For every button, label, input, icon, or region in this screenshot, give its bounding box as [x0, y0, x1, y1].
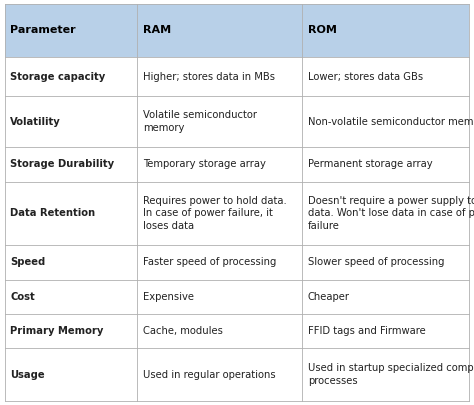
Bar	[302, 57, 469, 96]
Text: Usage: Usage	[10, 370, 45, 379]
Text: Parameter: Parameter	[10, 26, 76, 35]
Bar	[5, 314, 137, 348]
Bar	[137, 96, 302, 147]
Bar	[137, 245, 302, 279]
Bar	[137, 314, 302, 348]
Text: Primary Memory: Primary Memory	[10, 326, 104, 336]
Bar	[5, 348, 137, 401]
Bar	[5, 4, 137, 57]
Bar	[137, 182, 302, 245]
Bar	[5, 96, 137, 147]
Text: Requires power to hold data.
In case of power failure, it
loses data: Requires power to hold data. In case of …	[143, 196, 287, 231]
Text: Volatile semiconductor
memory: Volatile semiconductor memory	[143, 111, 257, 133]
Text: Cost: Cost	[10, 292, 35, 302]
Text: Faster speed of processing: Faster speed of processing	[143, 257, 276, 267]
Text: FFID tags and Firmware: FFID tags and Firmware	[308, 326, 426, 336]
Text: Slower speed of processing: Slower speed of processing	[308, 257, 444, 267]
Text: Cache, modules: Cache, modules	[143, 326, 223, 336]
Bar	[5, 279, 137, 314]
Text: Permanent storage array: Permanent storage array	[308, 160, 432, 169]
Text: Speed: Speed	[10, 257, 46, 267]
Bar	[137, 279, 302, 314]
Text: Volatility: Volatility	[10, 117, 61, 127]
Bar	[302, 314, 469, 348]
Text: Cheaper: Cheaper	[308, 292, 350, 302]
Bar	[137, 4, 302, 57]
Bar	[302, 4, 469, 57]
Bar	[137, 57, 302, 96]
Bar	[302, 182, 469, 245]
Text: Temporary storage array: Temporary storage array	[143, 160, 266, 169]
Bar	[302, 348, 469, 401]
Text: Used in regular operations: Used in regular operations	[143, 370, 275, 379]
Text: ROM: ROM	[308, 26, 337, 35]
Text: Storage Durability: Storage Durability	[10, 160, 115, 169]
Text: Doesn't require a power supply to retain
data. Won't lose data in case of power
: Doesn't require a power supply to retain…	[308, 196, 474, 231]
Text: Non-volatile semiconductor memory: Non-volatile semiconductor memory	[308, 117, 474, 127]
Text: Lower; stores data GBs: Lower; stores data GBs	[308, 72, 423, 81]
Bar	[137, 348, 302, 401]
Bar	[5, 147, 137, 182]
Text: Data Retention: Data Retention	[10, 209, 96, 218]
Bar	[302, 279, 469, 314]
Text: Storage capacity: Storage capacity	[10, 72, 106, 81]
Bar	[302, 245, 469, 279]
Bar	[137, 147, 302, 182]
Text: RAM: RAM	[143, 26, 171, 35]
Bar	[302, 147, 469, 182]
Bar	[5, 182, 137, 245]
Bar	[5, 57, 137, 96]
Text: Used in startup specialized computer
processes: Used in startup specialized computer pro…	[308, 363, 474, 386]
Bar	[5, 245, 137, 279]
Bar	[302, 96, 469, 147]
Text: Expensive: Expensive	[143, 292, 194, 302]
Text: Higher; stores data in MBs: Higher; stores data in MBs	[143, 72, 275, 81]
